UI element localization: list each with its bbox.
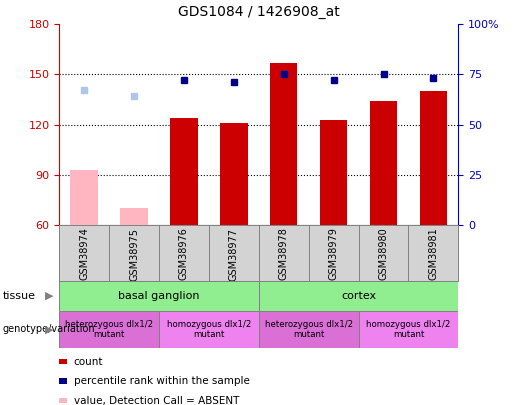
Text: GSM38981: GSM38981: [428, 228, 438, 280]
Bar: [420, 91, 447, 225]
Bar: [259, 311, 358, 348]
Text: homozygous dlx1/2
mutant: homozygous dlx1/2 mutant: [167, 320, 251, 339]
Text: percentile rank within the sample: percentile rank within the sample: [74, 376, 250, 386]
Text: homozygous dlx1/2
mutant: homozygous dlx1/2 mutant: [366, 320, 451, 339]
Text: GSM38979: GSM38979: [329, 228, 339, 281]
Bar: [259, 281, 458, 311]
Text: ▶: ▶: [45, 324, 54, 334]
Bar: [71, 170, 98, 225]
Bar: [370, 101, 397, 225]
Text: cortex: cortex: [341, 291, 376, 301]
Bar: [320, 119, 347, 225]
Text: genotype/variation: genotype/variation: [3, 324, 95, 334]
Text: value, Detection Call = ABSENT: value, Detection Call = ABSENT: [74, 396, 239, 405]
Bar: [270, 63, 298, 225]
Bar: [170, 118, 198, 225]
Bar: [59, 311, 159, 348]
Text: heterozygous dlx1/2
mutant: heterozygous dlx1/2 mutant: [265, 320, 353, 339]
Text: GSM38976: GSM38976: [179, 228, 189, 281]
Text: tissue: tissue: [3, 291, 36, 301]
Bar: [220, 123, 248, 225]
Text: basal ganglion: basal ganglion: [118, 291, 200, 301]
Text: ▶: ▶: [45, 291, 54, 301]
Text: GSM38978: GSM38978: [279, 228, 289, 281]
Bar: [358, 311, 458, 348]
Text: GSM38974: GSM38974: [79, 228, 89, 281]
Text: count: count: [74, 357, 103, 367]
Title: GDS1084 / 1426908_at: GDS1084 / 1426908_at: [178, 5, 340, 19]
Text: heterozygous dlx1/2
mutant: heterozygous dlx1/2 mutant: [65, 320, 153, 339]
Bar: [121, 208, 148, 225]
Bar: [59, 281, 259, 311]
Bar: [159, 311, 259, 348]
Text: GSM38977: GSM38977: [229, 228, 239, 281]
Text: GSM38980: GSM38980: [379, 228, 388, 280]
Text: GSM38975: GSM38975: [129, 228, 139, 281]
